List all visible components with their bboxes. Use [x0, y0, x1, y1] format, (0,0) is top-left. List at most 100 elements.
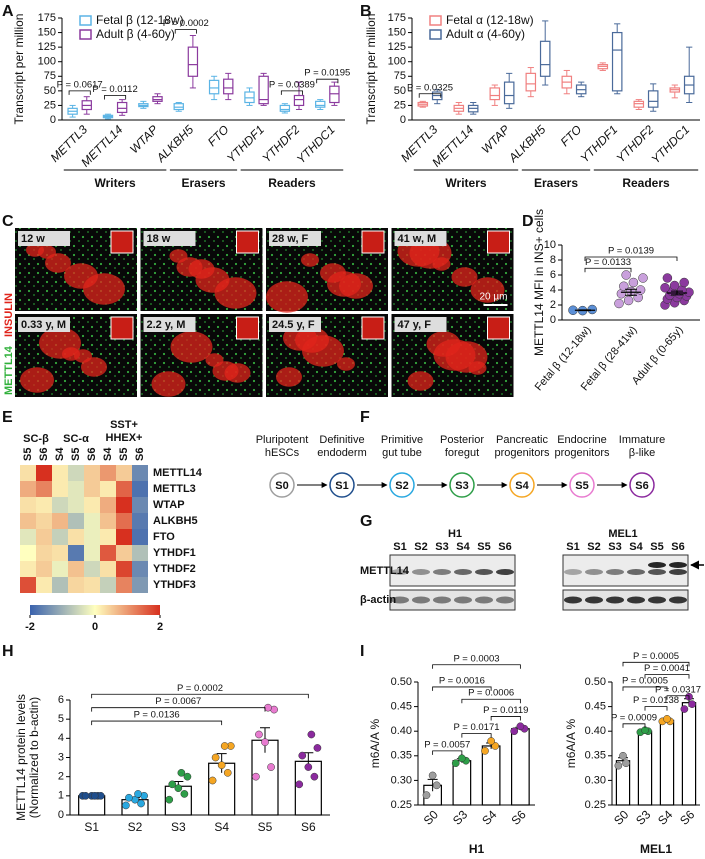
heatmap-cell	[84, 577, 100, 593]
data-point	[458, 754, 466, 763]
significance-bracket	[91, 693, 309, 699]
significance-bracket	[461, 733, 492, 738]
significance-bracket	[68, 90, 91, 95]
stage-node	[569, 472, 595, 498]
heatmap-cell	[132, 529, 148, 545]
panel-label: E	[2, 409, 13, 426]
stage-id: S5	[575, 480, 588, 492]
stage-label: Endocrine	[557, 434, 607, 446]
y-tick-label: 5	[58, 713, 64, 725]
p-value: P = 0.0006	[468, 688, 514, 699]
heatmap-cell	[116, 513, 132, 529]
band	[433, 596, 451, 604]
stage-node	[629, 472, 655, 498]
y-tick-label: 75	[394, 70, 406, 82]
inset	[361, 230, 385, 254]
lane-label: S1	[393, 541, 406, 553]
stage-label: Definitive	[319, 434, 364, 446]
y-tick-label: 0.30	[585, 774, 606, 786]
heatmap-cell	[84, 481, 100, 497]
inset	[110, 316, 134, 340]
x-tick-label: YTHDC1	[294, 122, 338, 166]
colorbar-tick-label: 0	[92, 621, 98, 633]
column-label: S4	[102, 447, 114, 461]
heatmap-cell	[116, 497, 132, 513]
heatmap-cell	[68, 497, 84, 513]
inset	[487, 230, 510, 254]
stage-label: Posterior	[440, 434, 484, 446]
y-tick-label: 175	[38, 12, 56, 24]
data-point	[90, 791, 99, 800]
y-tick-label: 4	[58, 732, 64, 744]
heatmap-cell	[36, 561, 52, 577]
heatmap-cell	[20, 481, 36, 497]
data-point	[137, 799, 145, 808]
stage-label: hESCs	[265, 447, 300, 459]
y-tick-label: 6	[550, 269, 556, 281]
significance-bracket	[174, 29, 197, 34]
heatmap-cell	[36, 529, 52, 545]
stage-label: foregut	[445, 447, 479, 459]
y-tick-label: 0.40	[391, 725, 412, 737]
legend-swatch	[79, 29, 92, 40]
insulin-cluster	[301, 253, 319, 267]
y-tick-label: 2	[550, 299, 556, 311]
x-tick-label: S4	[214, 820, 229, 834]
significance-bracket	[490, 716, 521, 721]
legend-swatch	[79, 15, 92, 26]
insulin-cluster	[39, 327, 81, 359]
data-point	[295, 780, 304, 789]
x-tick-label: S3	[171, 820, 186, 834]
data-point	[619, 751, 627, 760]
significance-bracket	[622, 723, 646, 728]
insulin-cluster	[45, 253, 71, 273]
image-label-bg	[269, 317, 321, 332]
x-tick-label: WTAP	[479, 122, 513, 156]
heatmap-cell	[100, 465, 116, 481]
stain-label: INSULIN	[3, 293, 15, 337]
box	[208, 79, 220, 95]
stage-node	[389, 472, 415, 498]
y-tick-label: 1	[58, 790, 64, 802]
heatmap-cell	[52, 545, 68, 561]
data-point	[621, 270, 631, 280]
data-point	[680, 705, 689, 713]
band	[391, 569, 409, 575]
column-label: S6	[86, 448, 98, 461]
x-tick-label: S5	[258, 820, 273, 834]
band	[627, 596, 645, 604]
inset	[361, 316, 385, 340]
insulin-cluster	[169, 249, 188, 263]
heatmap-cell	[68, 513, 84, 529]
y-axis-label: m6A/A %	[368, 718, 382, 768]
box	[279, 104, 291, 112]
heatmap-cell	[84, 545, 100, 561]
insulin-cluster	[20, 367, 54, 393]
image-label-bg	[143, 231, 196, 246]
p-value: P = 0.0138	[633, 695, 679, 706]
heatmap-cell	[52, 497, 68, 513]
inset	[236, 230, 259, 254]
data-point	[217, 761, 226, 770]
significance-bracket	[584, 267, 632, 273]
x-tick-label: Adult β (0-65y)	[630, 324, 686, 387]
p-value: P = 0.0009	[611, 712, 657, 723]
stage-label: progenitors	[494, 447, 550, 459]
error-bar	[625, 288, 637, 296]
data-point	[516, 722, 525, 731]
data-point	[165, 795, 174, 804]
heatmap-cell	[116, 465, 132, 481]
band	[606, 569, 624, 575]
box	[647, 90, 659, 108]
lane-label: S3	[608, 541, 621, 553]
stage-node	[509, 472, 535, 498]
heatmap-cell	[68, 577, 84, 593]
p-value: P = 0.0005	[622, 675, 668, 686]
data-point	[510, 727, 519, 736]
heatmap-cell	[68, 465, 84, 481]
x-tick-label: YTHDF1	[224, 122, 267, 165]
panel-label: G	[360, 513, 372, 530]
insulin-cluster	[188, 259, 215, 279]
heatmap-cell	[36, 465, 52, 481]
stage-node	[329, 472, 355, 498]
